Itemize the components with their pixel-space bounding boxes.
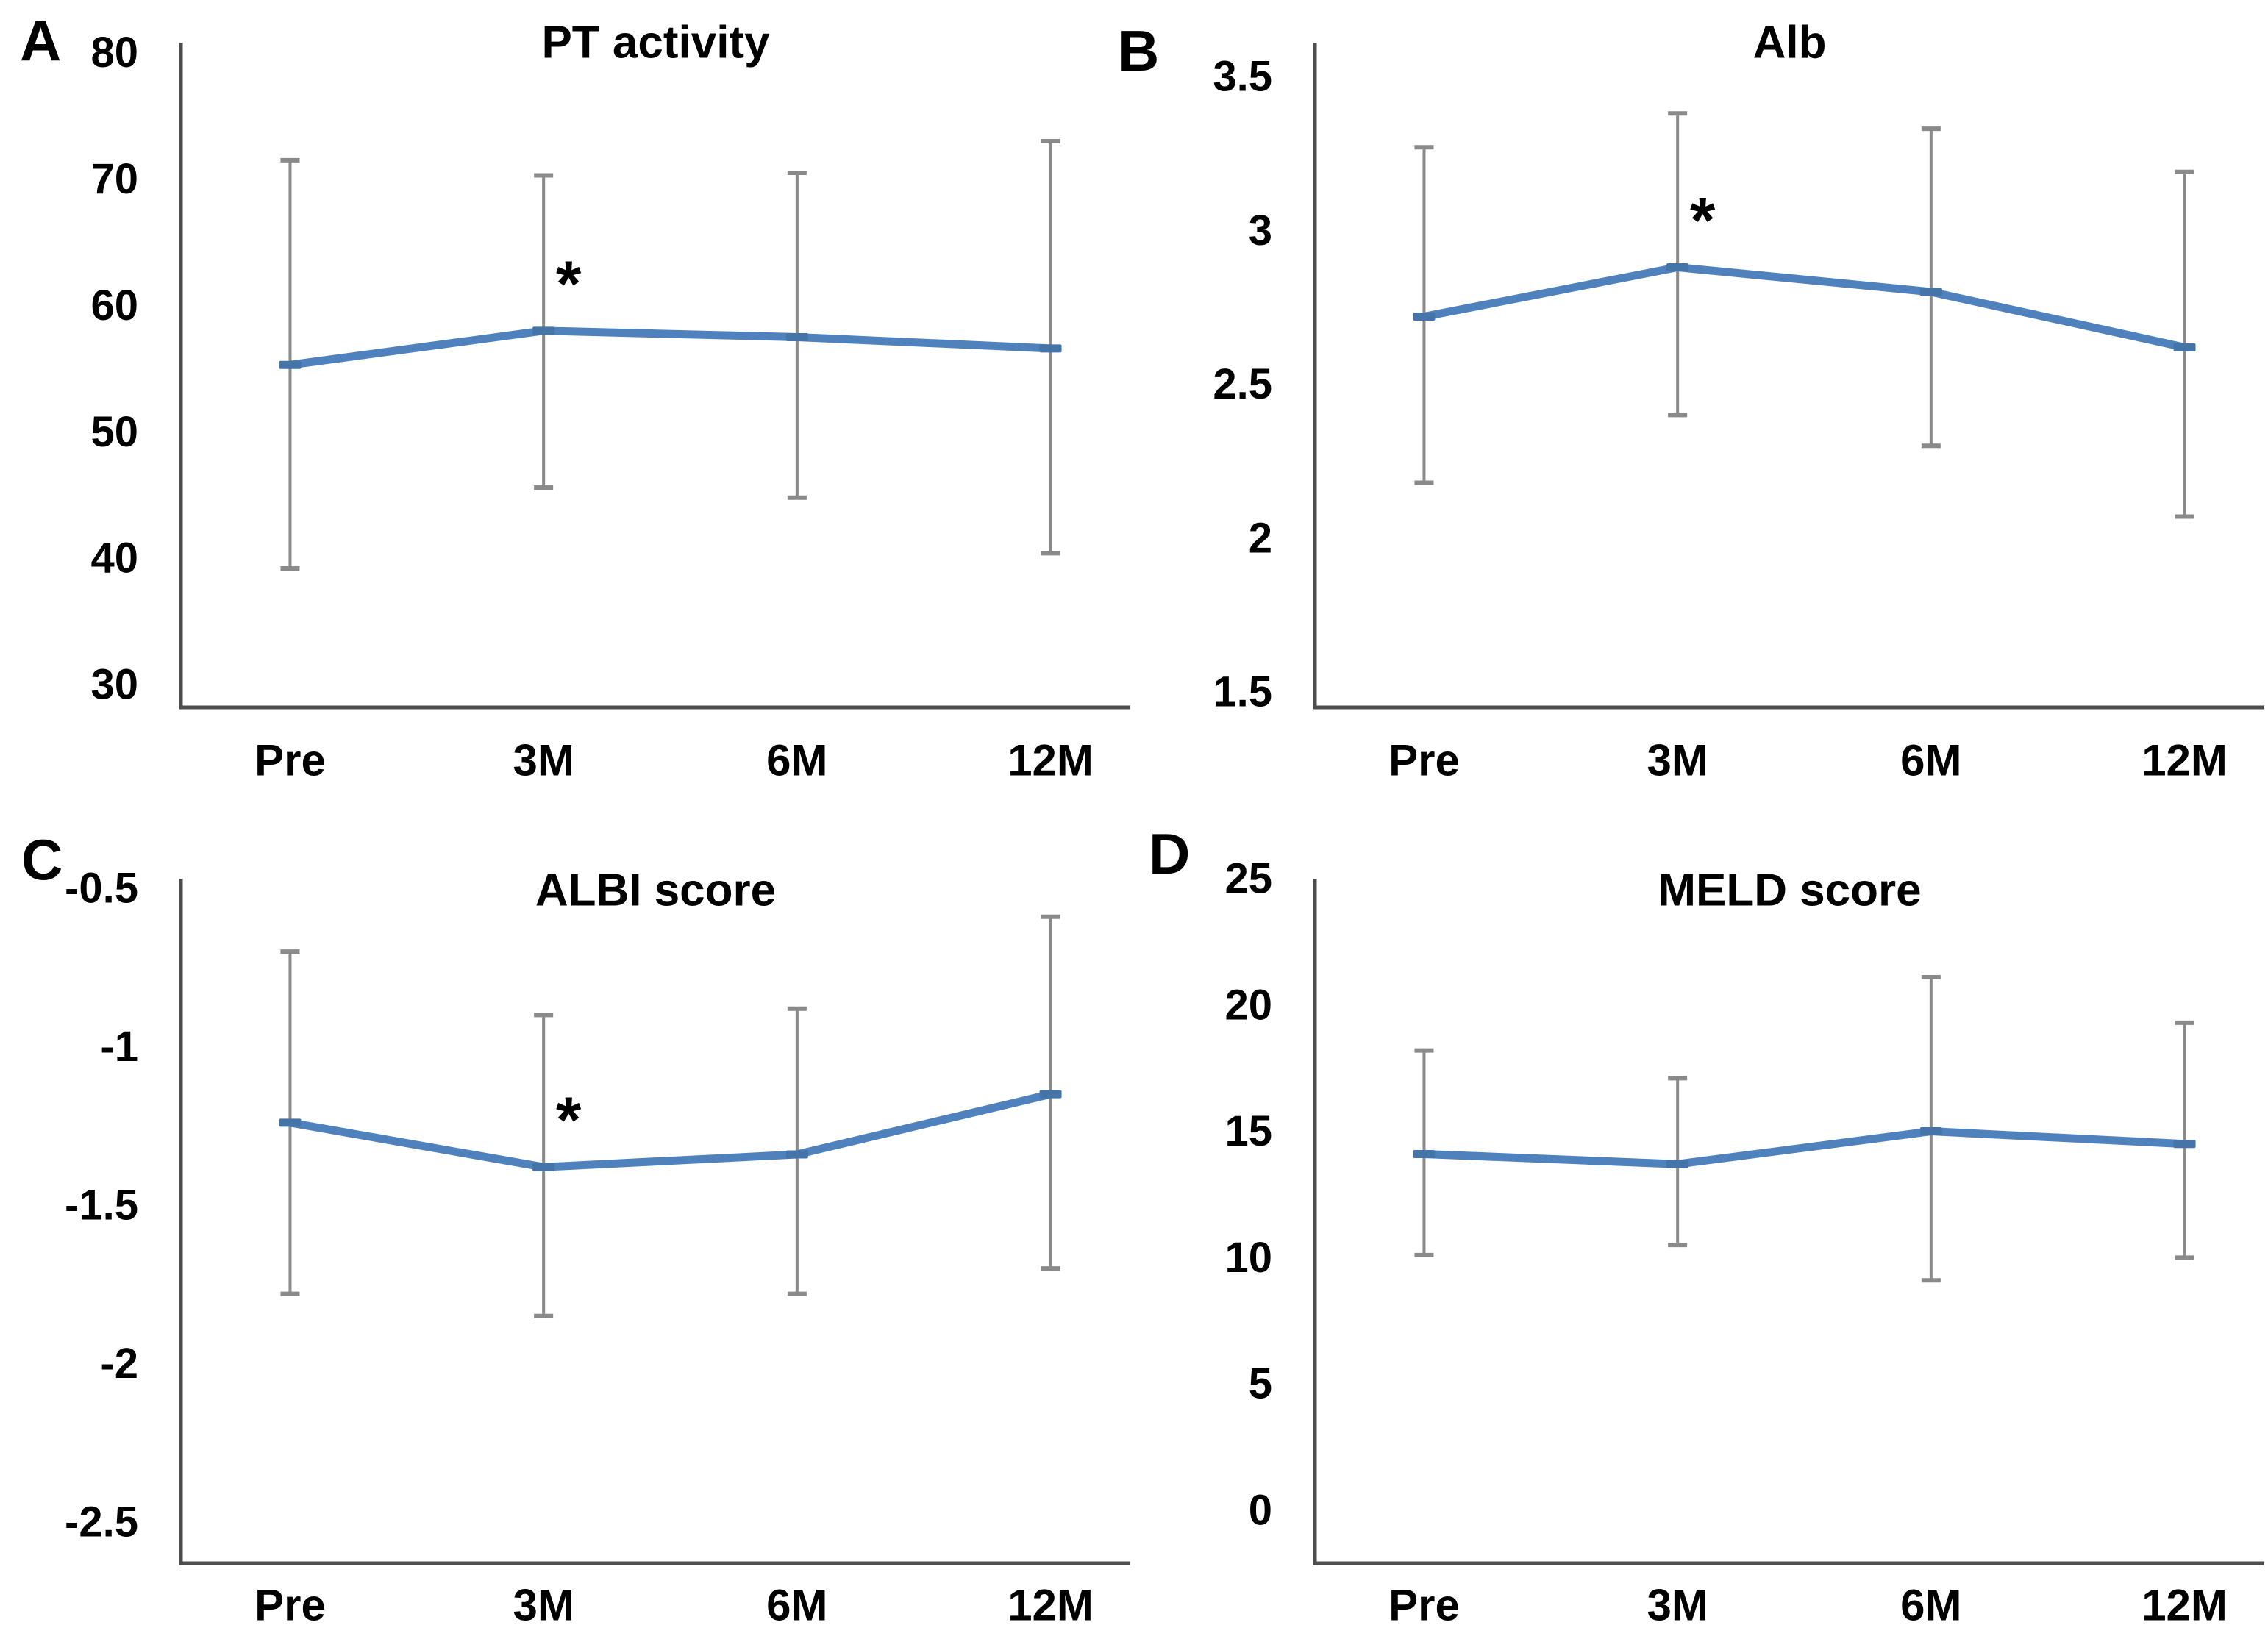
series-line bbox=[285, 326, 1055, 369]
y-tick-label: 25 bbox=[1224, 855, 1272, 903]
error-bar bbox=[1921, 126, 1941, 449]
panel-d-chart: MELD score 25 20 15 10 5 0 Pre 3M 6M 12M bbox=[1224, 855, 2264, 1630]
y-tick-label: 15 bbox=[1224, 1107, 1272, 1155]
data-point-marker bbox=[2173, 1140, 2196, 1149]
x-category-label: 3M bbox=[1647, 736, 1708, 785]
y-tick-label: -0.5 bbox=[65, 864, 138, 912]
data-point-marker bbox=[1919, 288, 1942, 296]
y-tick-label: 20 bbox=[1224, 981, 1272, 1029]
panel-d-letter: D bbox=[1149, 821, 1191, 886]
y-tick-label: 5 bbox=[1249, 1360, 1272, 1408]
y-tick-label: 1.5 bbox=[1213, 668, 1272, 716]
data-point-marker bbox=[532, 326, 555, 335]
significance-asterisk: * bbox=[556, 1083, 582, 1156]
y-tick-label: 3 bbox=[1249, 207, 1272, 254]
data-point-marker bbox=[785, 332, 808, 341]
panel-b-chart: Alb 3.5 3 2.5 2 1.5 Pre 3M 6M 12M * bbox=[1213, 18, 2264, 785]
significance-asterisk: * bbox=[1690, 184, 1716, 257]
data-point-marker bbox=[1413, 312, 1436, 321]
y-tick-label: 30 bbox=[90, 661, 138, 709]
y-tick-label: -1.5 bbox=[65, 1181, 138, 1229]
data-point-marker bbox=[1039, 1090, 1062, 1099]
y-tick-label: 50 bbox=[90, 408, 138, 456]
data-point-marker bbox=[532, 1163, 555, 1171]
data-point-marker bbox=[785, 1150, 808, 1159]
y-tick-label: 2.5 bbox=[1213, 360, 1272, 408]
x-category-label: 3M bbox=[513, 1581, 574, 1630]
y-tick-label: 10 bbox=[1224, 1234, 1272, 1282]
data-point-marker bbox=[279, 360, 302, 369]
panel-b-letter: B bbox=[1118, 18, 1160, 83]
data-point-marker bbox=[279, 1118, 302, 1127]
panel-a-chart: PT activity 80 70 60 50 40 30 Pre 3M 6M 12M * bbox=[90, 18, 1130, 785]
panel-title: MELD score bbox=[1658, 865, 1921, 916]
y-tick-label: 60 bbox=[90, 282, 138, 329]
series-line bbox=[285, 1090, 1055, 1171]
x-category-label: 3M bbox=[1647, 1581, 1708, 1630]
panel-c-chart: ALBI score -0.5 -1 -1.5 -2 -2.5 Pre 3M 6M 12M * bbox=[65, 864, 1130, 1630]
data-point-marker bbox=[1039, 344, 1062, 353]
y-tick-label: -1 bbox=[100, 1023, 138, 1071]
y-tick-label: 70 bbox=[90, 155, 138, 203]
data-point-marker bbox=[2173, 343, 2196, 351]
x-category-label: Pre bbox=[1388, 1581, 1460, 1630]
x-category-label: 6M bbox=[766, 736, 827, 785]
data-point-marker bbox=[1666, 1160, 1689, 1168]
data-point-marker bbox=[1413, 1149, 1436, 1158]
y-tick-label: -2 bbox=[100, 1340, 138, 1388]
panel-title: PT activity bbox=[541, 18, 770, 68]
series-line bbox=[1419, 1127, 2189, 1168]
y-tick-label: 2 bbox=[1249, 514, 1272, 562]
x-category-label: 6M bbox=[1900, 736, 1961, 785]
significance-asterisk: * bbox=[556, 247, 582, 320]
y-tick-label: -2.5 bbox=[65, 1498, 138, 1546]
x-category-label: 6M bbox=[1900, 1581, 1961, 1630]
panel-title: Alb bbox=[1753, 18, 1827, 68]
panel-a-letter: A bbox=[20, 8, 62, 73]
x-category-label: Pre bbox=[254, 1581, 326, 1630]
x-category-label: 6M bbox=[766, 1581, 827, 1630]
panel-title: ALBI score bbox=[535, 865, 776, 916]
x-category-label: 12M bbox=[1008, 1581, 1094, 1630]
data-point-marker bbox=[1919, 1127, 1942, 1136]
panel-c-letter: C bbox=[21, 827, 63, 892]
y-tick-label: 0 bbox=[1249, 1486, 1272, 1534]
x-category-label: 12M bbox=[1008, 736, 1094, 785]
x-category-label: 12M bbox=[2142, 1581, 2228, 1630]
y-tick-label: 3.5 bbox=[1213, 53, 1272, 101]
y-tick-label: 80 bbox=[90, 29, 138, 76]
y-tick-label: 40 bbox=[90, 535, 138, 582]
x-category-label: Pre bbox=[254, 736, 326, 785]
x-category-label: Pre bbox=[1388, 736, 1460, 785]
x-category-label: 12M bbox=[2142, 736, 2228, 785]
x-category-label: 3M bbox=[513, 736, 574, 785]
data-point-marker bbox=[1666, 263, 1689, 272]
series-line bbox=[1419, 263, 2189, 351]
